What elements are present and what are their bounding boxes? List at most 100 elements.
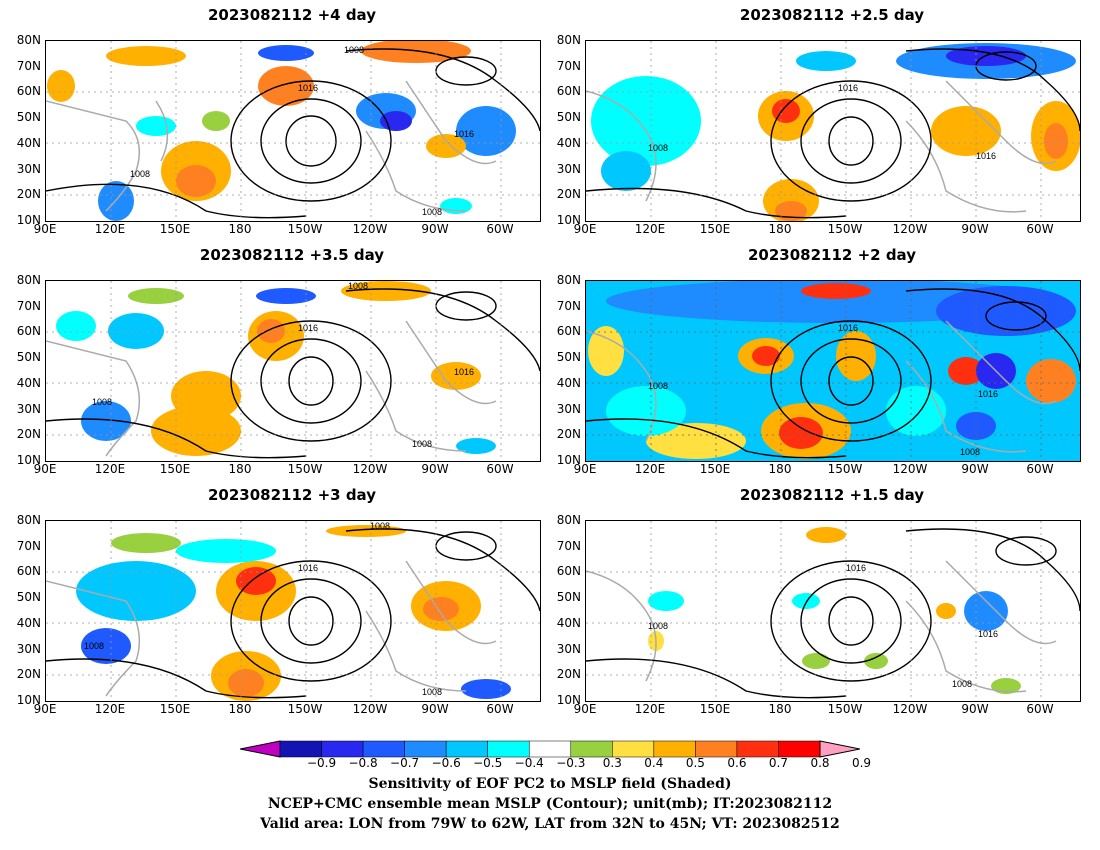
contour-label: 1016 — [978, 389, 998, 399]
contour-label: 1016 — [298, 83, 318, 93]
lon-tick-label: 90W — [421, 462, 449, 476]
lon-tick-label: 60W — [1026, 702, 1054, 716]
colorbar-tick-label: −0.5 — [473, 756, 503, 770]
contour-label: 1016 — [454, 129, 474, 139]
lon-tick-label: 150W — [287, 462, 323, 476]
lat-tick-label: 10N — [556, 453, 581, 467]
contour-label: 1008 — [92, 397, 112, 407]
lat-tick-label: 50N — [556, 590, 581, 605]
colorbar-swatch — [612, 740, 655, 758]
contours — [586, 528, 1080, 699]
colorbar-tick-label: 0.4 — [644, 756, 664, 770]
map-svg: 1008 1016 1008 1016 1008 — [46, 281, 540, 461]
coastlines — [586, 80, 1057, 213]
lon-tick-label: 150W — [287, 222, 323, 236]
lon-tick-label: 150E — [699, 462, 731, 476]
lon-tick-label: 180 — [228, 702, 252, 716]
lon-tick-label: 150E — [159, 462, 191, 476]
colorbar-tick-label: 0.6 — [727, 756, 747, 770]
lat-tick-label: 60N — [556, 564, 581, 579]
lat-tick-label: 40N — [16, 135, 41, 150]
lat-tick-label: 60N — [16, 324, 41, 339]
lat-tick-label: 30N — [556, 401, 581, 416]
colorbar — [240, 740, 860, 758]
lon-tick-label: 150W — [827, 222, 863, 236]
lat-tick-label: 80N — [16, 513, 41, 527]
lat-tick-label: 40N — [556, 375, 581, 390]
shading — [591, 43, 1080, 221]
gridlines — [46, 41, 540, 221]
colorbar-swatch — [570, 740, 613, 758]
lat-tick-label: 20N — [556, 187, 581, 202]
lon-tick-label: 60W — [1026, 462, 1054, 476]
contour-label: 1016 — [838, 323, 858, 333]
coastlines — [586, 560, 1057, 693]
lat-tick-label: 70N — [556, 298, 581, 313]
panel-title: 2023082112 +2 day — [748, 246, 916, 264]
lon-tick-label: 90W — [961, 222, 989, 236]
contour-label: 1008 — [422, 687, 442, 697]
gridlines — [586, 41, 1080, 221]
contour-label: 1008 — [84, 641, 104, 651]
lon-tick-label: 120W — [892, 462, 928, 476]
lon-tick-label: 90W — [421, 702, 449, 716]
lon-tick-label: 120E — [94, 702, 126, 716]
coastlines — [586, 320, 1057, 453]
colorbar-tick-label: −0.4 — [514, 756, 544, 770]
lat-tick-label: 30N — [16, 641, 41, 656]
lon-tick-label: 120E — [634, 702, 666, 716]
colorbar-swatch — [487, 740, 530, 758]
gridlines — [46, 521, 540, 701]
contour-label: 1008 — [648, 143, 668, 153]
shading — [56, 281, 496, 456]
colorbar-tick-label: −0.3 — [556, 756, 586, 770]
map-svg: 1008 1016 1008 1008 — [46, 521, 540, 701]
map-panel-3day: 1008 1016 1008 1008 — [45, 520, 541, 702]
lat-tick-label: 70N — [16, 58, 41, 73]
lat-tick-label: 20N — [556, 667, 581, 682]
lon-tick-label: 120W — [892, 222, 928, 236]
lon-tick-label: 120E — [94, 222, 126, 236]
map-panel-4day: 1008 1016 1016 1008 1008 — [45, 40, 541, 222]
lon-tick-label: 120W — [352, 702, 388, 716]
colorbar-tick-label: 0.7 — [768, 756, 788, 770]
lon-tick-label: 90E — [573, 462, 597, 476]
colorbar-tick-label: 0.3 — [602, 756, 622, 770]
lon-tick-label: 60W — [486, 222, 514, 236]
lon-tick-label: 150W — [827, 462, 863, 476]
colorbar-max-arrow — [819, 740, 860, 758]
panel-title: 2023082112 +3.5 day — [199, 246, 385, 264]
lon-tick-label: 180 — [768, 702, 792, 716]
lat-tick-label: 60N — [556, 324, 581, 339]
lon-tick-label: 150E — [699, 222, 731, 236]
lon-tick-label: 150E — [159, 222, 191, 236]
lat-tick-label: 50N — [16, 350, 41, 365]
lat-tick-label: 20N — [16, 187, 41, 202]
lon-tick-label: 90E — [33, 222, 57, 236]
contour-label: 1016 — [978, 629, 998, 639]
lon-tick-label: 180 — [228, 462, 252, 476]
colorbar-tick-label: −0.7 — [390, 756, 420, 770]
contour-label: 1016 — [298, 563, 318, 573]
lon-tick-label: 120E — [634, 462, 666, 476]
panel-title: 2023082112 +1.5 day — [739, 486, 925, 504]
lat-tick-label: 10N — [16, 693, 41, 707]
contour-label: 1008 — [412, 439, 432, 449]
lat-tick-label: 70N — [16, 538, 41, 553]
panel-title: 2023082112 +4 day — [208, 6, 376, 24]
contour-label: 1008 — [960, 447, 980, 457]
colorbar-swatch — [778, 740, 821, 758]
lat-tick-label: 30N — [16, 161, 41, 176]
contour-label: 1016 — [846, 563, 866, 573]
lat-tick-label: 70N — [16, 298, 41, 313]
lon-tick-label: 90E — [33, 462, 57, 476]
lat-tick-label: 80N — [16, 273, 41, 287]
lat-tick-label: 70N — [556, 538, 581, 553]
colorbar-tick-label: −0.8 — [348, 756, 378, 770]
lon-tick-label: 120E — [634, 222, 666, 236]
lat-tick-label: 60N — [16, 84, 41, 99]
contours — [46, 48, 540, 219]
lon-tick-label: 120W — [352, 222, 388, 236]
lat-tick-label: 10N — [556, 693, 581, 707]
contours — [586, 288, 1080, 459]
